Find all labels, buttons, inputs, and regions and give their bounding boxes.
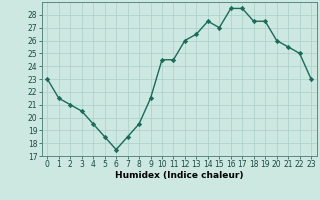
X-axis label: Humidex (Indice chaleur): Humidex (Indice chaleur)	[115, 171, 244, 180]
